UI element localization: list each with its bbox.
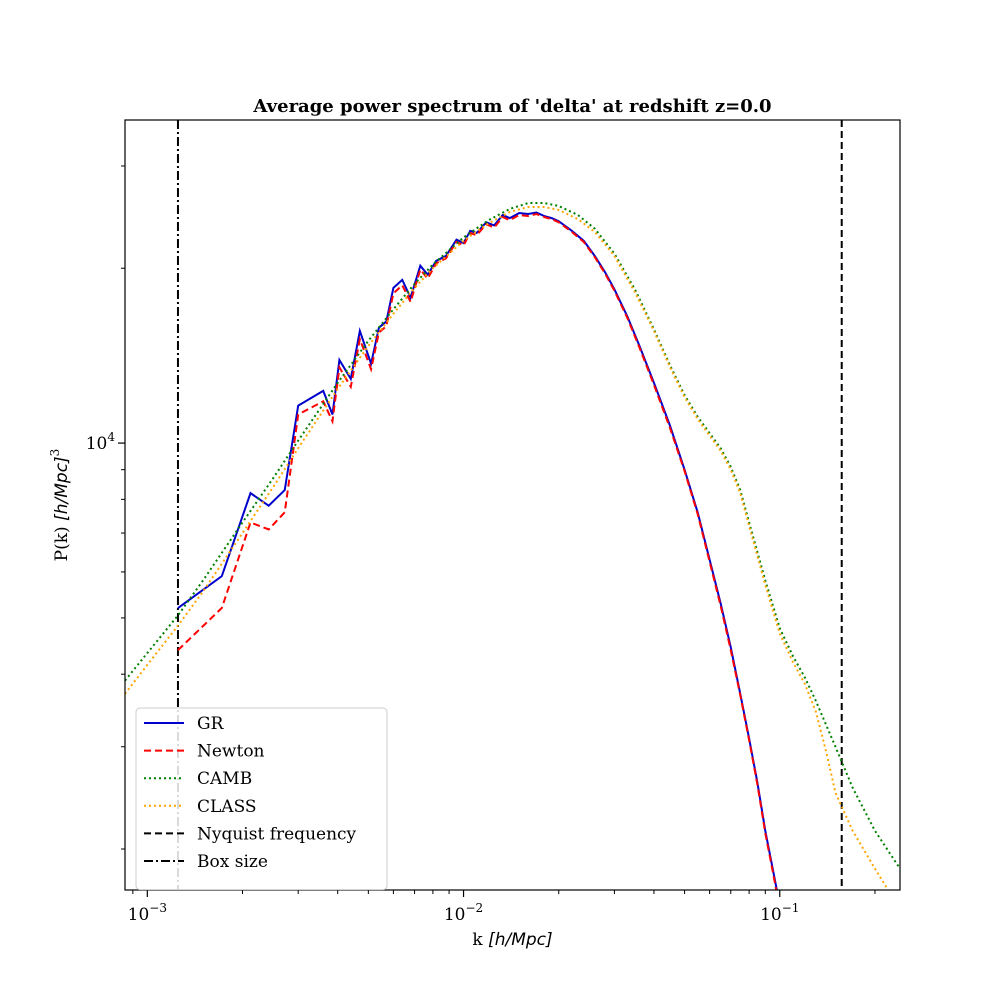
- x-tick-label: 10−1: [760, 901, 799, 925]
- legend-item-camb: CAMB: [144, 769, 252, 789]
- legend-label-nyquist-frequency: Nyquist frequency: [197, 824, 357, 844]
- legend-box: [135, 707, 388, 891]
- legend-label-newton: Newton: [197, 742, 265, 762]
- plot-frame: [124, 119, 901, 891]
- legend-label-gr: GR: [197, 714, 225, 734]
- chart-title: Average power spectrum of 'delta' at red…: [252, 96, 771, 117]
- x-axis-label: k [h/Mpc]: [472, 930, 552, 950]
- axis-ticks: 10−3 10−2 10−1 104: [86, 165, 876, 925]
- x-axis-label-prefix: k: [472, 930, 488, 950]
- legend-label-box-size: Box size: [197, 852, 268, 872]
- series-line-camb: [125, 202, 900, 870]
- legend-label-class: CLASS: [197, 797, 257, 817]
- legend-item-gr: GR: [144, 714, 225, 734]
- y-axis-label-prefix: P(k): [52, 521, 72, 561]
- legend-item-class: CLASS: [144, 797, 257, 817]
- x-axis-label-unit: [h/Mpc]: [488, 930, 553, 950]
- y-tick-label: 104: [86, 430, 116, 454]
- x-tick-label: 10−3: [128, 901, 167, 925]
- x-tick-label: 10−2: [444, 901, 483, 925]
- y-axis-label: P(k) [h/Mpc]3: [48, 449, 72, 562]
- legend-label-camb: CAMB: [197, 769, 252, 789]
- legend-item-newton: Newton: [144, 742, 265, 762]
- y-axis-label-unit: [h/Mpc]: [52, 456, 72, 521]
- series-line-newton: [177, 212, 778, 890]
- legend-item-box-size: Box size: [144, 852, 268, 872]
- y-axis-label-power: 3: [48, 449, 62, 457]
- legend: GR Newton CAMB CLASS Nyquist frequency Box si…: [135, 707, 388, 891]
- legend-item-nyquist-frequency: Nyquist frequency: [144, 824, 357, 844]
